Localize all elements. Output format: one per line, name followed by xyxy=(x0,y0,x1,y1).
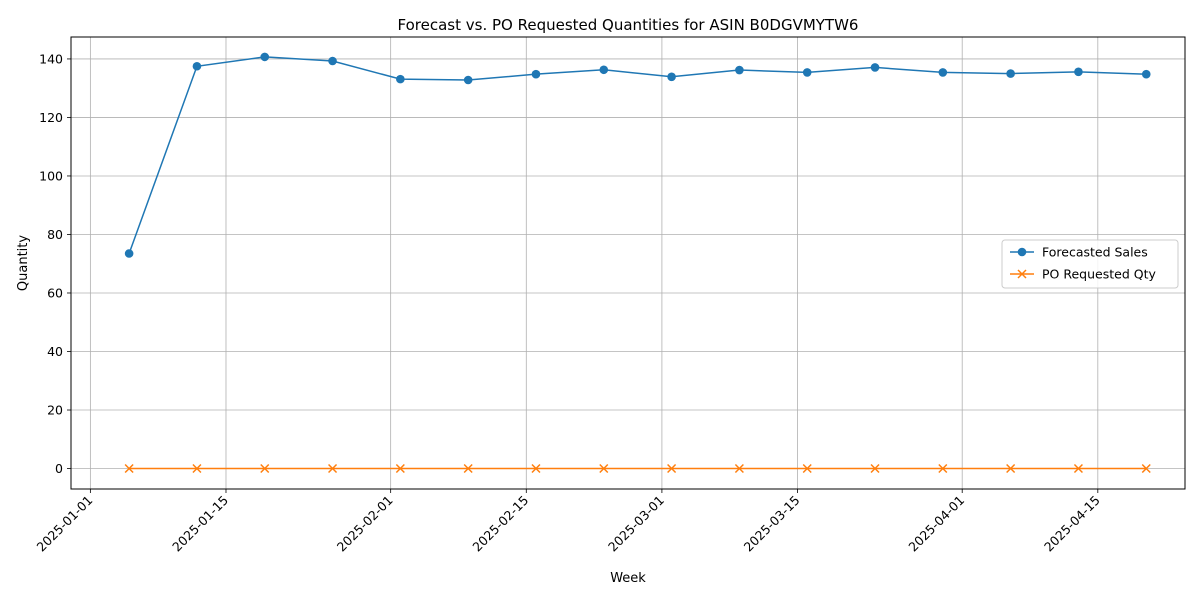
data-point-x xyxy=(870,463,880,474)
data-point-x xyxy=(1073,463,1083,474)
data-point-circle xyxy=(531,69,541,79)
y-tick-label: 120 xyxy=(39,110,63,125)
series-layer xyxy=(124,52,1151,474)
x-axis-title: Week xyxy=(610,571,646,586)
y-tick-label: 100 xyxy=(39,168,63,183)
data-point-x xyxy=(734,463,744,474)
data-point-x xyxy=(328,463,338,474)
x-tick-label: 2025-01-01 xyxy=(34,493,96,555)
data-point-circle xyxy=(735,65,744,75)
data-point-circle xyxy=(802,68,812,77)
data-point-circle xyxy=(396,74,405,84)
series-po-requested-qty xyxy=(124,463,1151,474)
x-tick-label: 2025-01-15 xyxy=(169,493,231,555)
plot-area-frame xyxy=(70,36,1186,490)
y-axis: 0 20 40 60 80 100 120 140 xyxy=(39,51,71,476)
x-tick-label: 2025-04-01 xyxy=(905,493,967,555)
legend-item: PO Requested Qty xyxy=(1010,267,1156,282)
data-point-x xyxy=(531,463,541,474)
chart-title: Forecast vs. PO Requested Quantities for… xyxy=(398,16,859,34)
x-tick-label: 2025-03-01 xyxy=(605,493,667,555)
x-tick-label: 2025-02-01 xyxy=(334,493,396,555)
legend-marker xyxy=(1017,247,1027,257)
x-tick-label: 2025-02-15 xyxy=(469,493,531,555)
data-point-x xyxy=(1006,463,1016,474)
data-point-x xyxy=(938,463,948,474)
data-point-circle xyxy=(463,75,473,85)
data-point-x xyxy=(599,463,609,474)
data-point-circle xyxy=(124,249,134,258)
data-point-x xyxy=(192,463,202,474)
data-point-circle xyxy=(328,56,337,66)
data-point-x xyxy=(802,463,812,474)
legend-label: Forecasted Sales xyxy=(1042,245,1148,260)
data-point-circle xyxy=(938,68,948,77)
y-axis-title: Quantity xyxy=(16,235,31,291)
data-point-circle xyxy=(1006,69,1015,78)
data-point-circle xyxy=(599,65,609,75)
data-point-x xyxy=(395,463,405,474)
data-point-x xyxy=(260,463,270,474)
legend: Forecasted Sales PO Requested Qty xyxy=(1001,239,1179,289)
data-point-circle xyxy=(192,61,202,71)
data-point-x xyxy=(463,463,473,474)
grid-lines xyxy=(71,37,1185,489)
y-tick-label: 140 xyxy=(39,51,63,66)
y-tick-label: 20 xyxy=(47,403,63,418)
y-tick-label: 80 xyxy=(47,227,63,242)
x-axis: 2025-01-01 2025-01-15 2025-02-01 2025-02-15… xyxy=(34,489,1103,554)
legend-box xyxy=(1001,239,1179,289)
legend-item: Forecasted Sales xyxy=(1010,245,1148,260)
data-point-x xyxy=(1141,463,1151,474)
y-tick-label: 60 xyxy=(47,285,63,300)
data-point-x xyxy=(667,463,677,474)
data-point-circle xyxy=(667,72,676,82)
x-tick-label: 2025-03-15 xyxy=(741,493,803,555)
y-tick-label: 40 xyxy=(47,344,63,359)
legend-label: PO Requested Qty xyxy=(1042,267,1156,282)
y-tick-label: 0 xyxy=(55,461,63,476)
x-tick-label: 2025-04-15 xyxy=(1041,493,1103,555)
data-point-x xyxy=(124,463,134,474)
data-point-circle xyxy=(1141,69,1151,79)
data-point-circle xyxy=(870,63,880,72)
data-point-circle xyxy=(260,52,270,62)
data-point-circle xyxy=(1074,67,1083,77)
series-forecasted-sales xyxy=(124,52,1151,258)
series-line xyxy=(128,56,1147,254)
legend-marker xyxy=(1017,269,1027,279)
